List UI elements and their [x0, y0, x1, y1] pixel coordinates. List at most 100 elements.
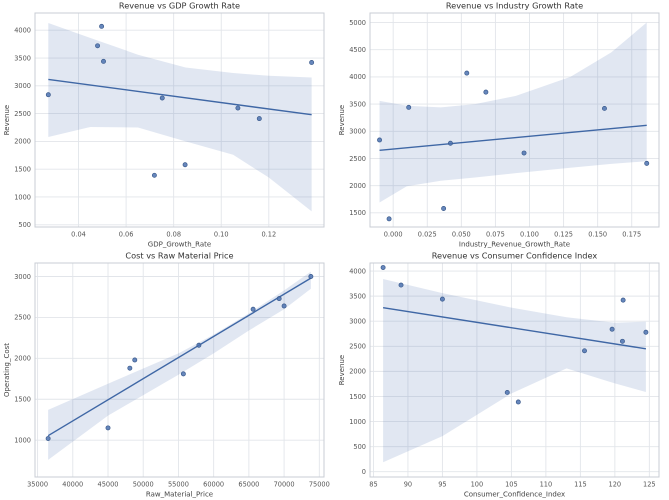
data-point: [309, 60, 315, 65]
y-tick-label: 2000: [14, 138, 31, 146]
y-tick-label: 1500: [14, 396, 31, 404]
y-tick-label: 2000: [349, 368, 366, 376]
data-point: [464, 70, 470, 76]
data-point: [643, 329, 649, 335]
data-point: [398, 282, 404, 288]
data-point: [276, 296, 282, 302]
x-tick-label: 110: [540, 481, 553, 489]
y-axis-label: Revenue: [3, 105, 11, 136]
data-point: [159, 95, 165, 101]
data-point: [105, 425, 111, 431]
chart-canvas: 0.000 0.025 0.050 0.075 0.100 0.125 0.150 0.175…: [335, 0, 669, 250]
y-tick-label: 3500: [349, 100, 366, 108]
chart-canvas: 85 90 95 100 105 110 115 120 125 0 500 1000 1500 2000…: [335, 250, 669, 500]
data-point: [386, 216, 392, 222]
x-tick-label: 35000: [27, 481, 48, 489]
x-tick-label: 45000: [98, 481, 119, 489]
x-tick-label: 0.10: [214, 231, 229, 239]
y-tick-label: 500: [353, 443, 366, 451]
x-tick-label: 105: [505, 481, 518, 489]
x-axis-label: Raw_Material_Price: [146, 491, 213, 499]
subplot-revenue-vs-gdp-growth: 0.04 0.06 0.08 0.10 0.12 500 1000 1500 2000 2500 3…: [0, 0, 334, 250]
data-point: [256, 116, 262, 122]
confidence-band: [48, 271, 311, 460]
y-tick-label: 1500: [14, 165, 31, 173]
x-tick-label: 0.08: [166, 231, 181, 239]
confidence-band: [48, 23, 312, 212]
y-tick-label: 3500: [349, 292, 366, 300]
y-tick-label: 1000: [14, 436, 31, 444]
data-point: [447, 140, 453, 146]
y-tick-label: 3000: [349, 318, 366, 326]
y-tick-label: 1500: [349, 393, 366, 401]
regression-line: [47, 277, 312, 437]
x-tick-label: 0.04: [71, 231, 86, 239]
chart-canvas: 0.04 0.06 0.08 0.10 0.12 500 1000 1500 2000 2500 3…: [0, 0, 334, 250]
x-tick-label: 50000: [133, 481, 154, 489]
x-tick-label: 0.000: [384, 231, 403, 239]
x-tick-label: 75000: [309, 481, 330, 489]
y-tick-label: 2500: [14, 314, 31, 322]
x-tick-label: 0.025: [418, 231, 437, 239]
data-point: [127, 365, 133, 371]
y-tick-label: 4000: [349, 267, 366, 275]
y-axis-label: Revenue: [338, 355, 346, 386]
y-tick-label: 3000: [349, 128, 366, 136]
data-point: [196, 342, 202, 348]
data-point: [602, 105, 607, 111]
data-point: [504, 390, 510, 395]
x-tick-label: 55000: [168, 481, 189, 489]
x-tick-label: 0.075: [486, 231, 505, 239]
data-point: [250, 306, 256, 312]
data-point: [439, 296, 445, 302]
chart-title: Cost vs Raw Material Price: [125, 251, 233, 261]
x-tick-label: 100: [471, 481, 484, 489]
y-tick-label: 1000: [349, 418, 366, 426]
y-tick-label: 2000: [349, 182, 366, 190]
data-point: [180, 371, 186, 377]
data-point: [582, 348, 587, 354]
x-axis-label: Consumer_Confidence_Index: [464, 491, 565, 499]
y-tick-label: 2500: [349, 343, 366, 351]
x-tick-label: 65000: [238, 481, 259, 489]
subplot-cost-vs-raw-material-price: 35000 40000 45000 50000 55000 60000 65000 70000…: [0, 250, 334, 500]
data-point: [182, 162, 188, 168]
x-tick-label: 95: [438, 481, 446, 489]
data-point: [644, 160, 650, 166]
y-axis-label: Revenue: [338, 105, 346, 136]
data-point: [281, 303, 287, 309]
x-tick-label: 0.175: [622, 231, 641, 239]
y-axis-label: Operating_Cost: [3, 343, 11, 397]
data-point: [483, 89, 489, 95]
data-point: [620, 297, 626, 303]
x-tick-label: 70000: [274, 481, 295, 489]
data-point: [619, 338, 625, 344]
chart-canvas: 35000 40000 45000 50000 55000 60000 65000 70000…: [0, 250, 334, 500]
regression-line: [382, 306, 647, 350]
regression-line: [379, 124, 647, 152]
regression-line: [48, 78, 312, 116]
y-tick-label: 3000: [14, 82, 31, 90]
data-point: [441, 206, 447, 211]
data-point: [308, 274, 314, 279]
x-tick-label: 0.100: [520, 231, 539, 239]
y-tick-label: 3000: [14, 273, 31, 281]
y-tick-label: 2000: [14, 355, 31, 363]
y-tick-label: 1000: [14, 193, 31, 201]
data-point: [45, 92, 51, 98]
data-point: [406, 104, 412, 110]
x-axis-label: Industry_Revenue_Growth_Rate: [459, 241, 570, 249]
x-tick-label: 40000: [62, 481, 83, 489]
y-tick-label: 500: [18, 221, 31, 229]
x-tick-label: 85: [369, 481, 377, 489]
x-tick-label: 60000: [203, 481, 224, 489]
y-tick-label: 3500: [14, 54, 31, 62]
x-tick-label: 0.125: [554, 231, 573, 239]
chart-title: Revenue vs Consumer Confidence Index: [432, 251, 598, 261]
subplot-revenue-vs-industry-growth: 0.000 0.025 0.050 0.075 0.100 0.125 0.150 0.175…: [335, 0, 669, 250]
data-point: [515, 399, 521, 405]
x-tick-label: 115: [574, 481, 587, 489]
x-tick-label: 125: [643, 481, 656, 489]
y-tick-label: 4000: [14, 27, 31, 35]
